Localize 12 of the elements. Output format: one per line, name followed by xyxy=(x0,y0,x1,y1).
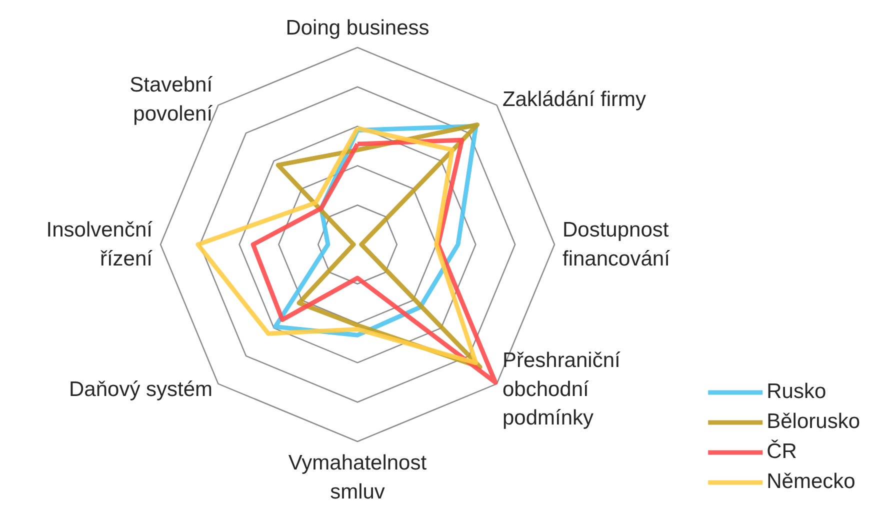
spoke-label: Dostupnost financování xyxy=(562,218,670,270)
spoke-label: Doing business xyxy=(286,16,430,40)
spoke-label: Stavební povolení xyxy=(130,74,213,126)
legend-label: Bělorusko xyxy=(766,410,860,434)
legend-label: Německo xyxy=(766,470,856,494)
legend-label: Rusko xyxy=(766,380,826,404)
spoke-label: Zakládání firmy xyxy=(502,88,646,112)
legend-label: ČR xyxy=(766,440,797,464)
spoke-label: Vymahatelnost smluv xyxy=(288,452,427,504)
spoke-label: Insolvenční řízení xyxy=(46,218,153,270)
spoke-label: Přeshraniční obchodní podmínky xyxy=(502,349,621,430)
spoke-label: Daňový systém xyxy=(69,378,213,401)
